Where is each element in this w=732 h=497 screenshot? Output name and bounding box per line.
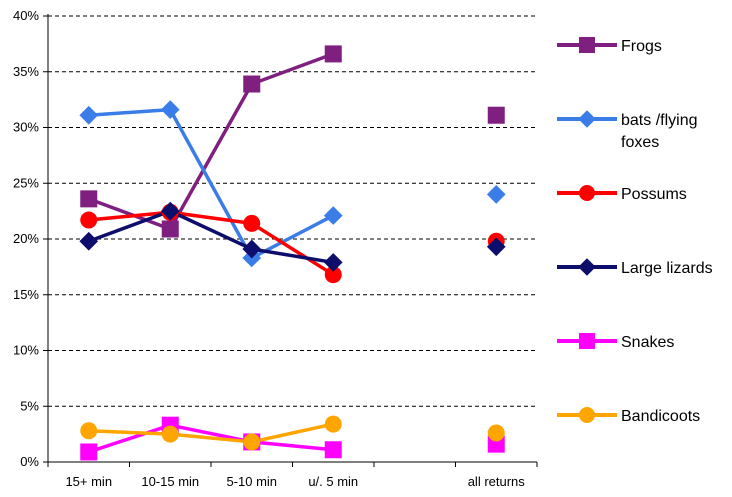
data-point bbox=[243, 433, 261, 451]
data-point bbox=[324, 45, 342, 63]
data-point bbox=[80, 211, 98, 229]
data-point bbox=[324, 441, 342, 459]
axes bbox=[43, 14, 538, 467]
data-point bbox=[80, 422, 98, 440]
series-lines bbox=[88, 52, 335, 454]
data-point bbox=[243, 75, 261, 93]
gridlines bbox=[48, 15, 537, 407]
legend-item: Bandicoots bbox=[557, 407, 700, 425]
data-point bbox=[243, 214, 261, 232]
legend-item: bats /flying foxes bbox=[557, 110, 697, 151]
data-point bbox=[160, 201, 180, 221]
legend-label: bats /flying bbox=[621, 112, 697, 129]
legend-swatch-marker bbox=[579, 185, 595, 201]
data-point bbox=[161, 425, 179, 443]
series-line bbox=[88, 210, 335, 277]
series-markers bbox=[79, 45, 506, 461]
y-tick-label: 25% bbox=[13, 175, 39, 190]
data-point bbox=[487, 106, 505, 124]
y-tick-label: 15% bbox=[13, 287, 39, 302]
legend-item: Snakes bbox=[557, 333, 674, 351]
x-tick-label: 10-15 min bbox=[141, 474, 199, 489]
legend-swatch-marker bbox=[578, 110, 596, 128]
legend-item: Possums bbox=[557, 185, 687, 203]
data-point bbox=[487, 424, 505, 442]
legend-label: Bandicoots bbox=[621, 408, 700, 425]
data-point bbox=[80, 443, 98, 461]
y-tick-label: 30% bbox=[13, 120, 39, 135]
y-tick-label: 5% bbox=[20, 398, 39, 413]
y-tick-label: 10% bbox=[13, 343, 39, 358]
legend-item: Frogs bbox=[557, 37, 662, 55]
data-point bbox=[486, 237, 506, 257]
legend-label: Large lizards bbox=[621, 260, 713, 277]
data-point bbox=[486, 185, 506, 204]
legend-label: Possums bbox=[621, 186, 687, 203]
series-line bbox=[88, 209, 334, 265]
data-point bbox=[80, 190, 98, 208]
data-point bbox=[324, 415, 342, 433]
y-tick-label: 20% bbox=[13, 231, 39, 246]
y-tick-labels: 0% 5% 10% 15% 20% 25% 30% 35% 40% bbox=[13, 8, 39, 469]
data-point bbox=[323, 206, 343, 225]
x-tick-label: u/. 5 min bbox=[308, 474, 358, 489]
series-line bbox=[88, 107, 335, 260]
x-tick-labels: 15+ min 10-15 min 5-10 min u/. 5 min all ret… bbox=[65, 474, 525, 489]
y-tick-label: 40% bbox=[13, 8, 39, 23]
series-line bbox=[88, 52, 334, 231]
x-tick-label: 5-10 min bbox=[226, 474, 277, 489]
legend-swatch-marker bbox=[579, 407, 595, 423]
x-tick-label: all returns bbox=[468, 474, 526, 489]
data-point bbox=[242, 239, 262, 259]
y-tick-label: 0% bbox=[20, 454, 39, 469]
data-point bbox=[323, 253, 343, 272]
data-point bbox=[79, 231, 99, 251]
legend-label: Frogs bbox=[621, 38, 662, 55]
data-point bbox=[79, 105, 99, 125]
y-tick-label: 35% bbox=[13, 64, 39, 79]
legend-swatch-marker bbox=[579, 37, 595, 53]
x-tick-label: 15+ min bbox=[65, 474, 112, 489]
legend-label: Snakes bbox=[621, 334, 674, 351]
series-line bbox=[88, 423, 334, 454]
data-point bbox=[160, 100, 180, 120]
data-point bbox=[161, 220, 179, 238]
legend: Frogs bats /flying foxes Possums Large lizar… bbox=[557, 37, 713, 425]
series-line bbox=[88, 422, 334, 444]
legend-swatch-marker bbox=[578, 258, 596, 276]
legend-swatch-marker bbox=[579, 333, 595, 349]
legend-label: foxes bbox=[621, 134, 659, 151]
data-point bbox=[324, 266, 342, 284]
legend-item: Large lizards bbox=[557, 258, 713, 277]
